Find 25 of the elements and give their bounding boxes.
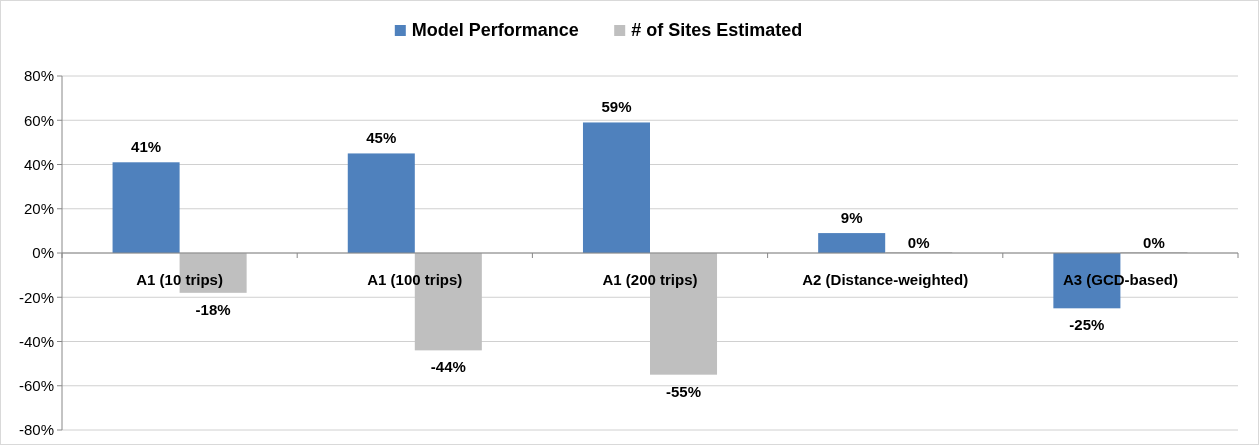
y-tick-label: 20% — [23, 200, 54, 217]
y-tick-label: -80% — [18, 421, 54, 439]
data-label: 9% — [840, 209, 863, 227]
data-label: -18% — [195, 300, 231, 318]
y-tick-label: 60% — [23, 111, 54, 129]
data-label: 0% — [907, 234, 930, 251]
legend-label: Model Performance — [411, 20, 579, 40]
data-label: -25% — [1069, 316, 1105, 334]
data-label: -55% — [666, 382, 702, 400]
y-tick-label: -60% — [18, 377, 54, 394]
data-label: 0% — [1143, 234, 1165, 251]
y-tick-label: -40% — [18, 332, 54, 350]
y-tick-label: 0% — [32, 244, 54, 262]
data-label: 41% — [131, 138, 162, 156]
y-tick-label: 40% — [23, 155, 54, 173]
x-tick-label: A1 (100 trips) — [367, 271, 463, 288]
data-label: 45% — [366, 129, 397, 147]
legend-label: # of Sites Estimated — [631, 20, 803, 40]
x-tick-label: A2 (Distance-weighted) — [802, 271, 969, 288]
y-tick-label: -20% — [18, 288, 54, 306]
x-tick-label: A1 (10 trips) — [136, 271, 223, 288]
data-label: 59% — [601, 98, 632, 116]
y-tick-label: 80% — [23, 67, 54, 85]
data-label: -44% — [430, 358, 466, 376]
x-tick-label: A1 (200 trips) — [602, 271, 698, 288]
